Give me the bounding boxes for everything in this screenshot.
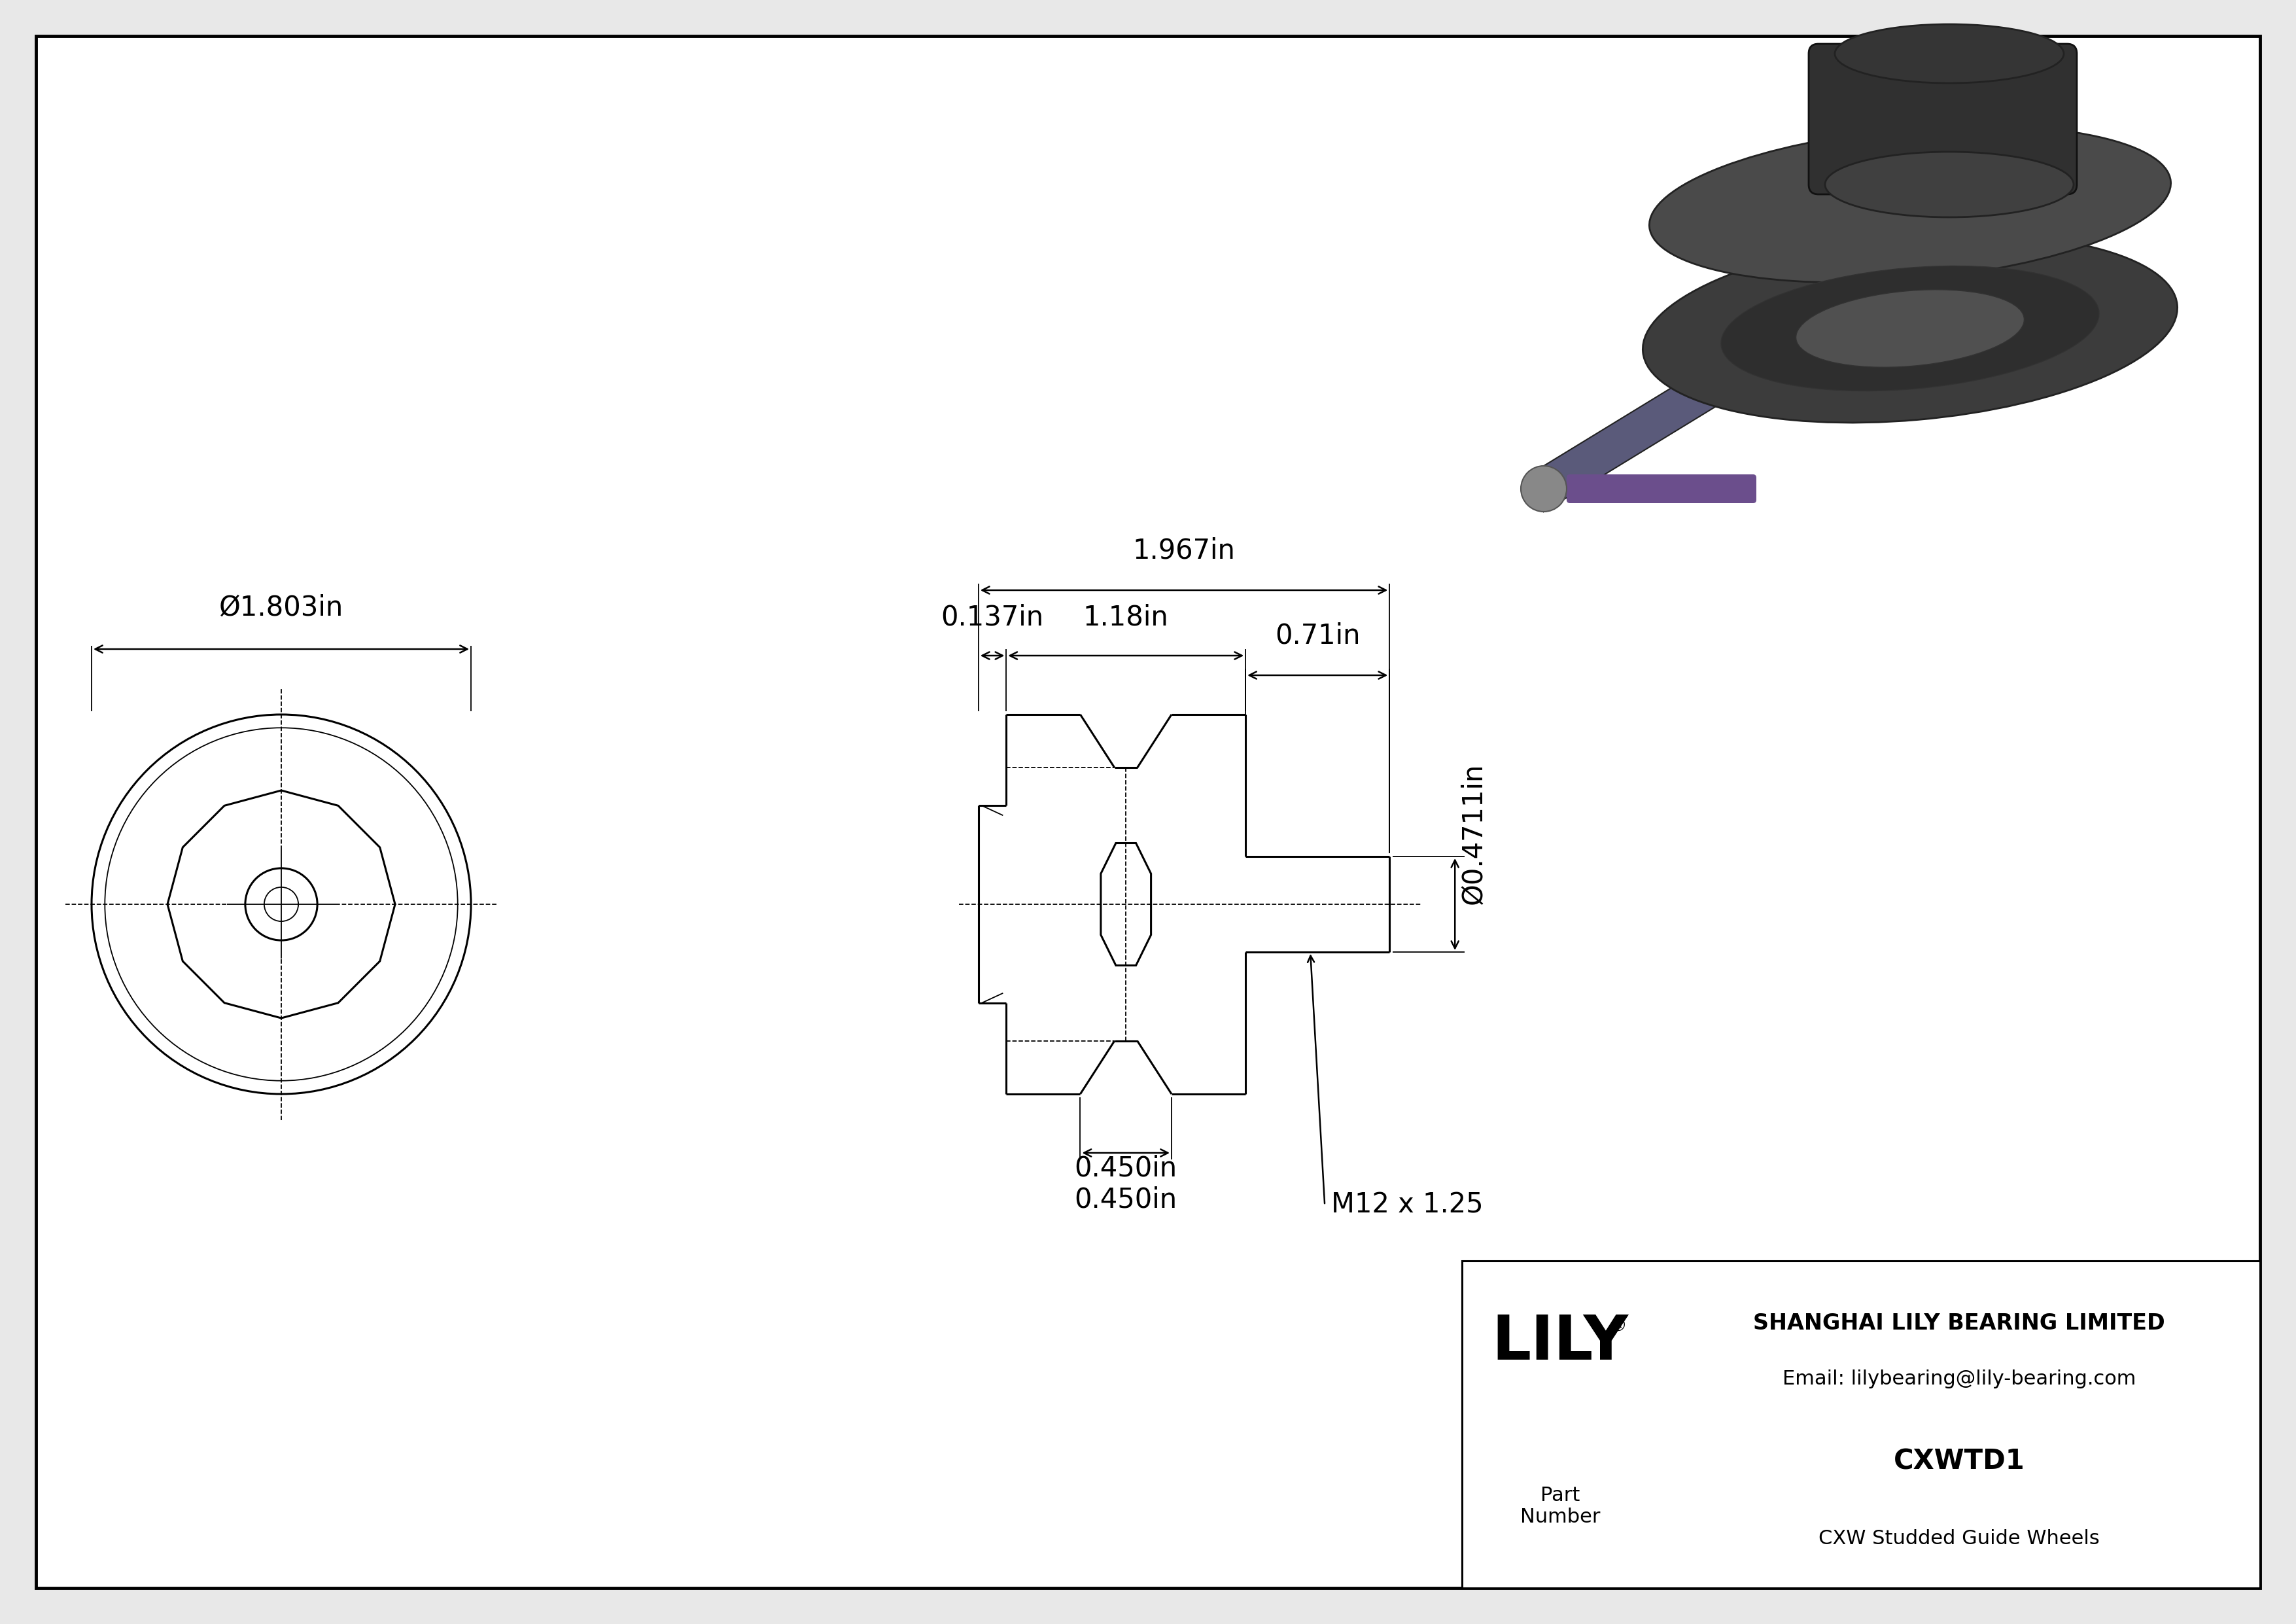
Text: 0.137in: 0.137in <box>941 603 1045 630</box>
Ellipse shape <box>1722 266 2099 391</box>
Text: 1.18in: 1.18in <box>1084 603 1169 630</box>
Ellipse shape <box>1642 234 2177 422</box>
Ellipse shape <box>1835 24 2064 83</box>
Bar <box>1463 1260 2259 1588</box>
Text: 0.71in: 0.71in <box>1274 622 1359 650</box>
Text: CXW Studded Guide Wheels: CXW Studded Guide Wheels <box>1818 1530 2099 1548</box>
Text: 0.450in: 0.450in <box>1075 1186 1178 1213</box>
Text: CXWTD1: CXWTD1 <box>1894 1447 2025 1475</box>
Text: M12 x 1.25: M12 x 1.25 <box>1332 1192 1483 1220</box>
Text: SHANGHAI LILY BEARING LIMITED: SHANGHAI LILY BEARING LIMITED <box>1754 1312 2165 1333</box>
Polygon shape <box>1543 322 1779 512</box>
Ellipse shape <box>1825 151 2073 218</box>
Text: ®: ® <box>1609 1317 1628 1335</box>
Ellipse shape <box>1520 466 1566 512</box>
Text: Ø0.4711in: Ø0.4711in <box>1460 763 1488 905</box>
Ellipse shape <box>1795 289 2025 367</box>
Text: 0.450in: 0.450in <box>1075 1155 1178 1182</box>
FancyBboxPatch shape <box>1809 44 2078 195</box>
Text: 1.967in: 1.967in <box>1132 536 1235 564</box>
Text: Email: lilybearing@lily-bearing.com: Email: lilybearing@lily-bearing.com <box>1782 1369 2135 1389</box>
Text: LILY: LILY <box>1492 1312 1628 1372</box>
Ellipse shape <box>1649 125 2170 283</box>
FancyBboxPatch shape <box>1566 474 1756 503</box>
Text: Ø1.803in: Ø1.803in <box>218 594 344 622</box>
Text: Part
Number: Part Number <box>1520 1486 1600 1527</box>
